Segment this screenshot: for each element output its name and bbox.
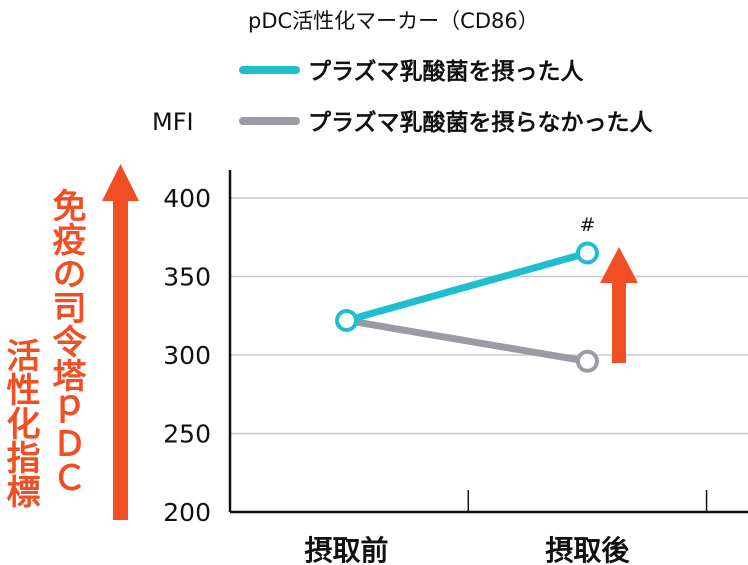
increase-arrow-icon [600,247,638,363]
x-tick-label: 摂取後 [545,534,630,565]
x-tick-labels: 摂取前 摂取後 [305,534,631,565]
series-line [343,316,591,365]
y-axis-label: MFI [152,108,194,136]
side-label-line2: 活性化指標 [0,338,40,508]
legend-label-not-taken: プラズマ乳酸菌を摂らなかった人 [308,109,654,136]
legend: プラズマ乳酸菌を摂った人 プラズマ乳酸菌を摂らなかった人 [239,58,654,136]
data-point [575,349,599,373]
y-tick-label: 300 [163,341,211,370]
side-label-line1: 免疫の司令塔ｐＤＣ [46,188,86,494]
y-tick-labels: 200 250 300 350 400 [163,184,211,527]
chart-title: pDC活性化マーカー（CD86） [248,9,539,33]
series-lines: # [335,214,599,373]
data-point [335,308,359,332]
y-tick-label: 350 [163,263,211,292]
axes [228,170,748,514]
significance-mark: # [579,214,595,236]
gridlines [230,197,748,435]
y-tick-label: 200 [163,498,211,527]
x-tick-label: 摂取前 [305,534,389,565]
y-tick-label: 250 [163,420,211,449]
series-line [343,249,591,324]
data-point [575,241,599,265]
y-tick-label: 400 [163,184,211,213]
up-arrow-icon [102,164,139,520]
legend-label-taken: プラズマ乳酸菌を摂った人 [308,58,585,85]
